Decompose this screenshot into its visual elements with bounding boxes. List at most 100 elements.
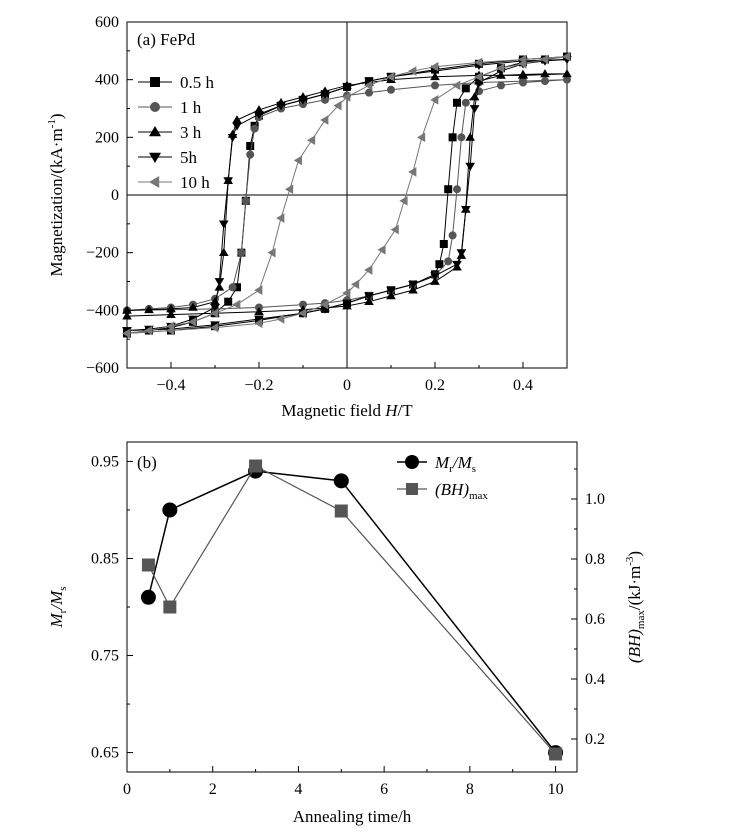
axis-ticks-b: 0 2 4 6 8 10 0.65 0.75 0.85 0.95 0.2 0.4 0.6 0.8 1.0 [91,453,605,798]
data-point [390,224,399,235]
data-point [465,162,475,171]
panel-label: (a) FePd [137,30,196,49]
data-point [333,100,342,111]
data-point [444,185,453,194]
data-point [497,81,505,90]
x-tick-label: −0.4 [156,377,185,394]
data-point [540,54,549,65]
data-point [210,304,220,313]
data-point [227,133,238,143]
data-point [541,77,549,86]
data-point [334,504,348,518]
data-point [254,318,263,329]
x-tick-label: 0 [343,377,351,394]
legend-label: 1 h [180,98,202,117]
data-point [452,260,462,269]
x-tick-label: 4 [294,781,302,798]
data-point [140,589,156,605]
data-point [276,102,286,111]
legend-bh-label: (BH)max [435,480,488,502]
data-point [386,291,396,300]
series-line [147,470,557,754]
data-point [540,69,550,78]
data-point [452,80,461,91]
x-tick-label: 0.4 [513,377,533,394]
data-point [342,92,351,102]
data-point [408,167,417,177]
data-point [386,286,396,295]
data-point [399,195,408,206]
data-point [166,304,176,313]
y-tick-label: 600 [95,14,119,31]
data-point [241,196,250,205]
legend-marker [150,77,160,87]
y-right-tick-label: 1.0 [585,491,605,508]
x-axis-label: Magnetic field H/T [281,401,413,420]
data-point [144,325,153,336]
y-tick-label: −200 [86,245,119,262]
y-left-tick-label: 0.75 [91,648,119,665]
legend-label: 10 h [180,173,210,192]
data-point [321,95,329,104]
x-tick-label: −0.2 [244,377,273,394]
data-point [210,322,219,333]
data-point [431,81,439,90]
data-point [254,110,264,120]
hysteresis-panel: −0.4 −0.2 0 0.2 0.4 −600 −400 −200 0 200 400 600 (a… [46,14,572,420]
data-point [430,272,440,281]
legend-mr-ms-label: Mr/Ms [434,453,476,475]
data-point [307,135,316,146]
legend-marker [150,102,160,112]
data-point [342,299,352,308]
data-point [232,122,242,131]
data-point [249,459,263,473]
data-point [228,283,237,292]
data-point [276,213,285,223]
legend-mr-ms-marker [405,455,419,469]
data-point [162,502,178,518]
data-point [299,300,307,309]
data-point [246,150,255,159]
data-point [254,315,264,324]
data-point [562,51,571,62]
x-tick-label: 0 [123,781,131,798]
legend-marker [149,126,161,137]
y-axis-label: Magnetization/(kA·m-1) [46,113,66,276]
data-point [342,83,352,92]
y-tick-label: −400 [86,302,119,319]
series-4 [122,51,571,339]
data-point [232,115,242,124]
data-point [461,206,471,215]
data-point [122,311,132,320]
annealing-panel: 0 2 4 6 8 10 0.65 0.75 0.85 0.95 0.2 0.4 0.6 0.8 1.0 (… [47,441,647,826]
data-point [430,71,440,81]
legend-label: 5h [180,148,198,167]
y-right-tick-label: 0.4 [585,671,605,688]
x-tick-label: 10 [548,781,564,798]
data-point [435,260,444,269]
y-axis-label-left: Mr/Ms [47,586,69,628]
data-point [453,185,461,194]
y-tick-label: 400 [95,72,119,89]
data-point [469,92,480,101]
data-point [166,325,175,336]
data-point [386,71,395,82]
legend-marker [149,152,161,163]
legend-label: 0.5 h [180,73,215,92]
data-point [474,71,483,82]
y-tick-label: −600 [86,360,119,377]
data-point [461,98,470,107]
data-point [320,299,329,310]
y-tick-label: 0 [111,187,119,204]
data-point [465,132,475,141]
x-tick-label: 8 [466,781,474,798]
data-point [377,244,386,255]
x-tick-label: 6 [380,781,388,798]
series-b-1 [141,459,563,761]
data-point [250,124,259,133]
y-left-tick-label: 0.85 [91,550,119,567]
x-tick-label: 2 [209,781,217,798]
data-point [223,177,233,186]
data-point [408,285,418,294]
data-point [461,84,470,93]
